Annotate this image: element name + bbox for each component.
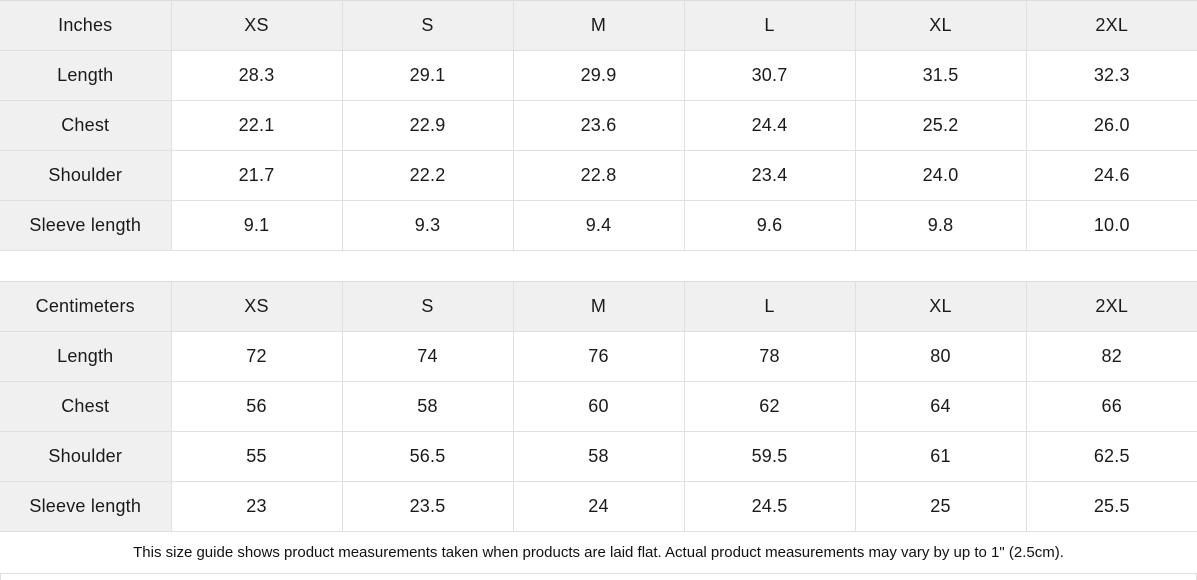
size-header-cell: XL: [854, 0, 1027, 51]
measurement-label-cell: Shoulder: [0, 150, 172, 201]
measurement-label-cell: Chest: [0, 100, 172, 151]
measurement-row: Chest 56 58 60 62 64 66: [0, 381, 1197, 432]
unit-label-cell: Inches: [0, 0, 172, 51]
measurement-value-cell: 25.5: [1025, 481, 1197, 532]
measurement-row: Shoulder 21.7 22.2 22.8 23.4 24.0 24.6: [0, 150, 1197, 201]
measurement-value-cell: 22.1: [170, 100, 343, 151]
measurement-value-cell: 25.2: [854, 100, 1027, 151]
size-table-centimeters: Centimeters XS S M L XL 2XL Length 72 74 76 78 80 82 C…: [0, 281, 1197, 532]
size-table-header-row: Inches XS S M L XL 2XL: [0, 0, 1197, 51]
measurement-value-cell: 72: [170, 331, 343, 382]
size-table-header-row: Centimeters XS S M L XL 2XL: [0, 281, 1197, 332]
measurement-value-cell: 30.7: [683, 50, 856, 101]
measurement-value-cell: 28.3: [170, 50, 343, 101]
measurement-value-cell: 9.4: [512, 200, 685, 251]
measurement-value-cell: 23: [170, 481, 343, 532]
measurement-value-cell: 23.6: [512, 100, 685, 151]
measurement-label-cell: Chest: [0, 381, 172, 432]
table-gap: [0, 251, 1197, 281]
measurement-value-cell: 82: [1025, 331, 1197, 382]
measurement-value-cell: 23.5: [341, 481, 514, 532]
measurement-value-cell: 21.7: [170, 150, 343, 201]
measurement-value-cell: 24.6: [1025, 150, 1197, 201]
measurement-value-cell: 9.8: [854, 200, 1027, 251]
measurement-label-cell: Length: [0, 50, 172, 101]
next-section-top-edge: [0, 573, 1197, 580]
measurement-value-cell: 78: [683, 331, 856, 382]
measurement-row: Sleeve length 23 23.5 24 24.5 25 25.5: [0, 481, 1197, 532]
measurement-disclaimer: This size guide shows product measuremen…: [0, 532, 1197, 573]
measurement-value-cell: 66: [1025, 381, 1197, 432]
measurement-value-cell: 58: [512, 431, 685, 482]
measurement-value-cell: 9.6: [683, 200, 856, 251]
size-header-cell: M: [512, 0, 685, 51]
measurement-value-cell: 58: [341, 381, 514, 432]
size-header-cell: XS: [170, 281, 343, 332]
measurement-value-cell: 74: [341, 331, 514, 382]
measurement-row: Shoulder 55 56.5 58 59.5 61 62.5: [0, 431, 1197, 482]
measurement-value-cell: 60: [512, 381, 685, 432]
measurement-value-cell: 29.1: [341, 50, 514, 101]
size-header-cell: XL: [854, 281, 1027, 332]
measurement-value-cell: 24.5: [683, 481, 856, 532]
measurement-value-cell: 76: [512, 331, 685, 382]
size-header-cell: 2XL: [1025, 281, 1197, 332]
measurement-value-cell: 24.4: [683, 100, 856, 151]
measurement-value-cell: 23.4: [683, 150, 856, 201]
measurement-value-cell: 32.3: [1025, 50, 1197, 101]
measurement-value-cell: 24.0: [854, 150, 1027, 201]
measurement-label-cell: Sleeve length: [0, 481, 172, 532]
size-header-cell: L: [683, 0, 856, 51]
measurement-label-cell: Length: [0, 331, 172, 382]
measurement-value-cell: 26.0: [1025, 100, 1197, 151]
size-header-cell: 2XL: [1025, 0, 1197, 51]
size-header-cell: XS: [170, 0, 343, 51]
measurement-label-cell: Sleeve length: [0, 200, 172, 251]
measurement-row: Length 28.3 29.1 29.9 30.7 31.5 32.3: [0, 50, 1197, 101]
measurement-value-cell: 56: [170, 381, 343, 432]
size-header-cell: M: [512, 281, 685, 332]
measurement-value-cell: 80: [854, 331, 1027, 382]
measurement-value-cell: 55: [170, 431, 343, 482]
measurement-value-cell: 29.9: [512, 50, 685, 101]
measurement-value-cell: 22.2: [341, 150, 514, 201]
size-header-cell: S: [341, 281, 514, 332]
size-table-inches: Inches XS S M L XL 2XL Length 28.3 29.1 29.9 30.7 31…: [0, 0, 1197, 251]
measurement-value-cell: 62: [683, 381, 856, 432]
measurement-value-cell: 25: [854, 481, 1027, 532]
measurement-value-cell: 62.5: [1025, 431, 1197, 482]
measurement-value-cell: 56.5: [341, 431, 514, 482]
measurement-row: Chest 22.1 22.9 23.6 24.4 25.2 26.0: [0, 100, 1197, 151]
measurement-value-cell: 10.0: [1025, 200, 1197, 251]
measurement-value-cell: 61: [854, 431, 1027, 482]
measurement-value-cell: 24: [512, 481, 685, 532]
measurement-value-cell: 59.5: [683, 431, 856, 482]
measurement-value-cell: 64: [854, 381, 1027, 432]
measurement-value-cell: 31.5: [854, 50, 1027, 101]
measurement-row: Sleeve length 9.1 9.3 9.4 9.6 9.8 10.0: [0, 200, 1197, 251]
measurement-label-cell: Shoulder: [0, 431, 172, 482]
unit-label-cell: Centimeters: [0, 281, 172, 332]
measurement-value-cell: 9.3: [341, 200, 514, 251]
measurement-row: Length 72 74 76 78 80 82: [0, 331, 1197, 382]
measurement-value-cell: 22.9: [341, 100, 514, 151]
size-header-cell: S: [341, 0, 514, 51]
size-header-cell: L: [683, 281, 856, 332]
measurement-value-cell: 22.8: [512, 150, 685, 201]
measurement-value-cell: 9.1: [170, 200, 343, 251]
